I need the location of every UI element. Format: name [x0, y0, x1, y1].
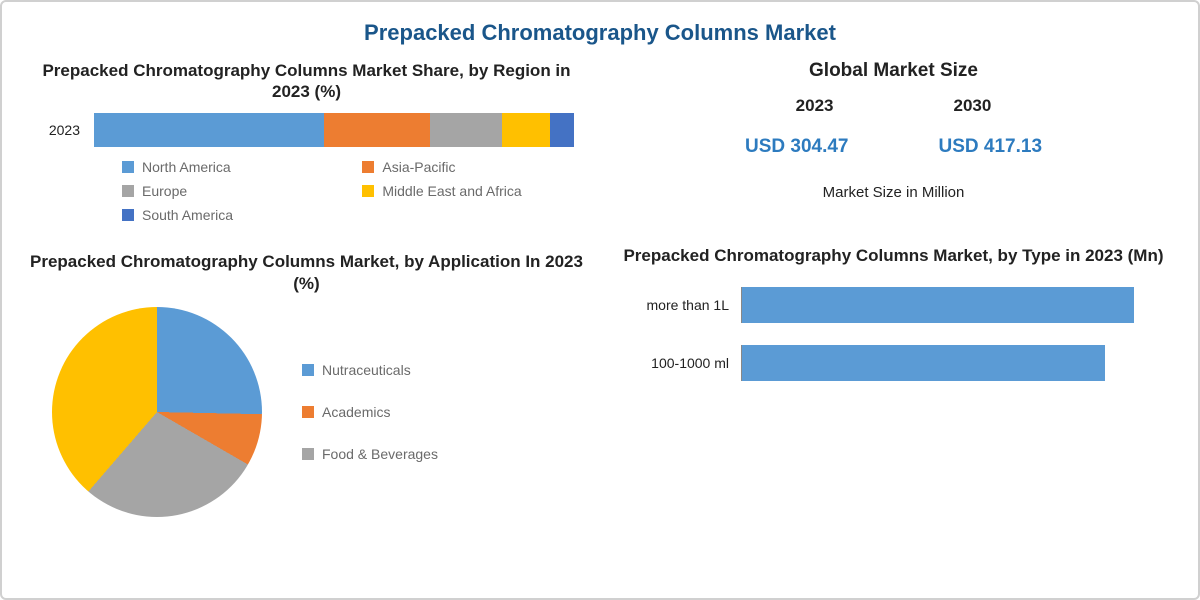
- legend-label: Middle East and Africa: [382, 183, 521, 199]
- legend-label: Asia-Pacific: [382, 159, 455, 175]
- region-chart-title: Prepacked Chromatography Columns Market …: [22, 60, 591, 103]
- gms-value-b: USD 417.13: [939, 136, 1043, 158]
- legend-label: Academics: [322, 404, 390, 420]
- legend-swatch: [122, 209, 134, 221]
- legend-item: North America: [122, 159, 302, 175]
- stacked-segment: [502, 113, 550, 147]
- legend-item: Food & Beverages: [302, 446, 438, 462]
- gms-values-row: USD 304.47 USD 417.13: [609, 136, 1178, 158]
- legend-swatch: [362, 185, 374, 197]
- legend-label: North America: [142, 159, 231, 175]
- stacked-bar: [94, 113, 574, 147]
- chart-application-pie: Prepacked Chromatography Columns Market,…: [22, 251, 591, 517]
- stacked-segment: [324, 113, 430, 147]
- stacked-bar-row: 2023: [34, 113, 591, 147]
- chart-region-share: Prepacked Chromatography Columns Market …: [22, 60, 591, 223]
- legend-swatch: [122, 161, 134, 173]
- legend-item: Middle East and Africa: [362, 183, 591, 199]
- pie-row: Nutraceuticals Academics Food & Beverages: [52, 307, 591, 517]
- legend-item: Europe: [122, 183, 302, 199]
- hbar-label: more than 1L: [609, 297, 729, 313]
- type-chart-title: Prepacked Chromatography Columns Market,…: [609, 245, 1178, 267]
- legend-swatch: [302, 364, 314, 376]
- dashboard-grid: Prepacked Chromatography Columns Market …: [22, 60, 1178, 517]
- legend-item: South America: [122, 207, 302, 223]
- hbar: [742, 287, 1134, 323]
- legend-item: Asia-Pacific: [362, 159, 591, 175]
- hbar-track: [741, 345, 1178, 381]
- stacked-bar-year-label: 2023: [34, 122, 80, 138]
- gms-value-a: USD 304.47: [745, 136, 849, 158]
- chart-type-bars: Prepacked Chromatography Columns Market,…: [609, 245, 1178, 517]
- legend-swatch: [362, 161, 374, 173]
- gms-subtitle: Market Size in Million: [609, 184, 1178, 201]
- hbar-row: 100-1000 ml: [609, 345, 1178, 381]
- gms-year-b: 2030: [954, 96, 992, 116]
- gms-years-row: 2023 2030: [609, 96, 1178, 116]
- legend-label: Food & Beverages: [322, 446, 438, 462]
- pie-legend: Nutraceuticals Academics Food & Beverages: [302, 362, 438, 462]
- legend-swatch: [122, 185, 134, 197]
- stacked-segment: [550, 113, 574, 147]
- stacked-segment: [94, 113, 324, 147]
- pie-chart: [52, 307, 262, 517]
- pie-chart-title: Prepacked Chromatography Columns Market,…: [22, 251, 591, 295]
- hbar: [742, 345, 1105, 381]
- legend-label: Europe: [142, 183, 187, 199]
- hbar-label: 100-1000 ml: [609, 355, 729, 371]
- global-market-size-panel: Global Market Size 2023 2030 USD 304.47 …: [609, 60, 1178, 223]
- gms-title: Global Market Size: [609, 60, 1178, 82]
- main-title: Prepacked Chromatography Columns Market: [22, 20, 1178, 46]
- type-bars-container: more than 1L 100-1000 ml: [609, 287, 1178, 381]
- legend-swatch: [302, 448, 314, 460]
- stacked-segment: [430, 113, 502, 147]
- hbar-track: [741, 287, 1178, 323]
- legend-swatch: [302, 406, 314, 418]
- hbar-row: more than 1L: [609, 287, 1178, 323]
- region-legend: North America Asia-Pacific Europe Middle Ea…: [122, 159, 591, 223]
- legend-label: South America: [142, 207, 233, 223]
- legend-label: Nutraceuticals: [322, 362, 411, 378]
- gms-year-a: 2023: [796, 96, 834, 116]
- legend-item: Nutraceuticals: [302, 362, 438, 378]
- legend-item: Academics: [302, 404, 438, 420]
